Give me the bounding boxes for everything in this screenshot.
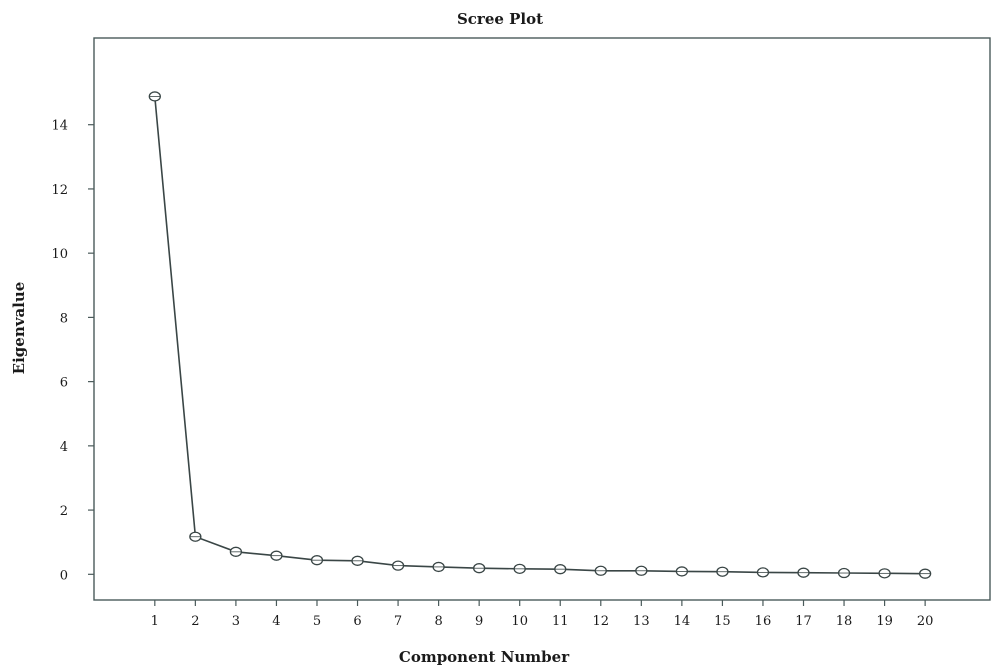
x-tick-label: 1	[151, 614, 159, 629]
x-tick-label: 5	[313, 614, 321, 629]
x-tick-label: 9	[475, 614, 483, 629]
x-tick-label: 11	[552, 614, 569, 629]
x-tick-label: 3	[232, 614, 240, 629]
y-axis: 0 2 4 6 8 10 12 14	[51, 119, 94, 583]
x-axis: 1 2 3 4 5 6 7 8 9 10 11 12 13 14 15 16 17 18 19 20	[151, 600, 934, 629]
x-tick-label: 10	[511, 614, 528, 629]
x-tick-label: 19	[876, 614, 893, 629]
x-tick-label: 15	[714, 614, 731, 629]
x-tick-label: 2	[191, 614, 199, 629]
y-tick-label: 4	[60, 440, 68, 455]
y-tick-label: 10	[51, 247, 68, 262]
y-tick-label: 14	[51, 119, 68, 134]
x-tick-label: 20	[917, 614, 934, 629]
y-tick-label: 8	[60, 311, 68, 326]
x-tick-label: 14	[674, 614, 691, 629]
x-tick-label: 12	[593, 614, 610, 629]
x-axis-label: Component Number	[399, 648, 570, 666]
y-tick-label: 2	[60, 504, 68, 519]
data-points	[148, 91, 932, 579]
x-tick-label: 18	[836, 614, 853, 629]
plot-area-frame	[93, 37, 991, 601]
y-tick-label: 0	[60, 568, 68, 583]
x-tick-label: 8	[434, 614, 442, 629]
y-axis-label: Eigenvalue	[10, 282, 28, 375]
x-tick-label: 4	[272, 614, 280, 629]
y-tick-label: 12	[51, 183, 68, 198]
x-tick-label: 13	[633, 614, 650, 629]
x-tick-label: 17	[795, 614, 812, 629]
y-tick-label: 6	[60, 376, 68, 391]
series-line	[154, 96, 926, 575]
chart-title: Scree Plot	[457, 10, 543, 28]
x-tick-label: 7	[394, 614, 402, 629]
x-tick-label: 6	[353, 614, 361, 629]
x-tick-label: 16	[755, 614, 772, 629]
